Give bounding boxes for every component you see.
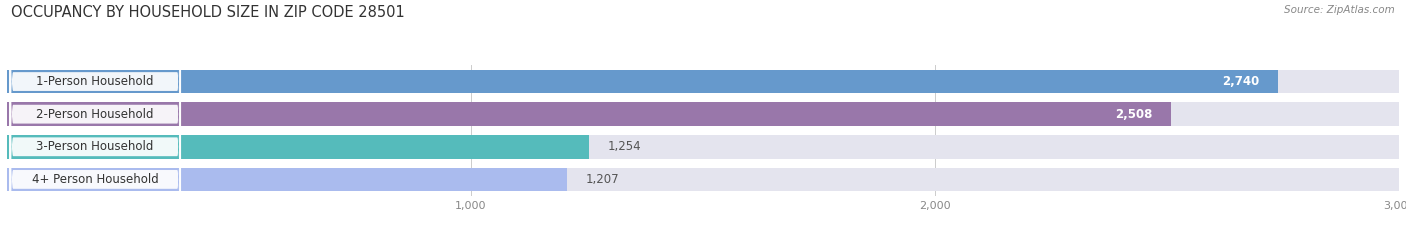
Bar (7, 168, 1399, 191)
Text: 1,207: 1,207 (586, 173, 619, 186)
Text: 1,254: 1,254 (607, 140, 641, 153)
FancyBboxPatch shape (10, 0, 181, 233)
FancyBboxPatch shape (10, 0, 181, 233)
Text: 1-Person Household: 1-Person Household (37, 75, 153, 88)
Bar (7, 135, 1399, 158)
Text: Source: ZipAtlas.com: Source: ZipAtlas.com (1284, 5, 1395, 15)
Bar (7, 135, 589, 158)
FancyBboxPatch shape (10, 0, 181, 233)
Bar (7, 70, 1399, 93)
Bar (7, 103, 1171, 126)
Bar (7, 70, 1278, 93)
Text: 3-Person Household: 3-Person Household (37, 140, 153, 153)
Text: 2-Person Household: 2-Person Household (37, 108, 153, 121)
Bar (7, 103, 1399, 126)
FancyBboxPatch shape (10, 0, 181, 233)
Text: OCCUPANCY BY HOUSEHOLD SIZE IN ZIP CODE 28501: OCCUPANCY BY HOUSEHOLD SIZE IN ZIP CODE … (11, 5, 405, 20)
Text: 4+ Person Household: 4+ Person Household (32, 173, 159, 186)
Bar (7, 168, 567, 191)
Text: 2,508: 2,508 (1115, 108, 1152, 121)
Text: 2,740: 2,740 (1223, 75, 1260, 88)
